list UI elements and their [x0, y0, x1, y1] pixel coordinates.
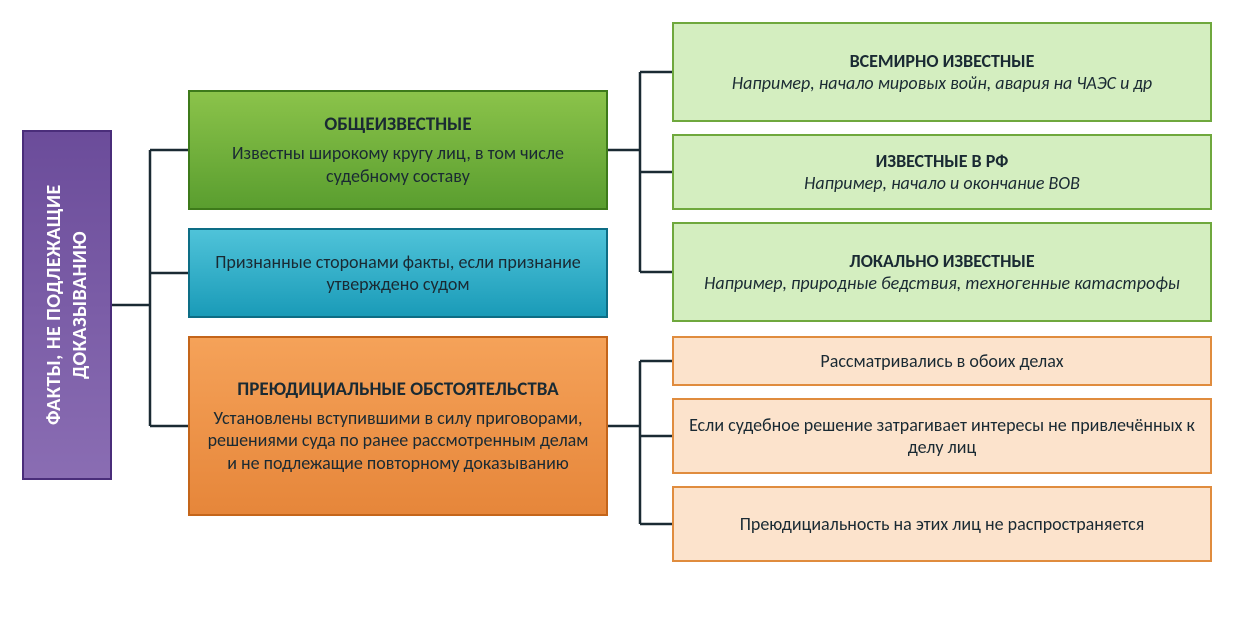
mid-title: ПРЕЮДИЦИАЛЬНЫЕ ОБСТОЯТЕЛЬСТВА	[237, 378, 558, 401]
mid-title: ОБЩЕИЗВЕСТНЫЕ	[324, 113, 471, 136]
mid-subtitle: Установлены вступившими в силу приговора…	[206, 407, 590, 475]
mid-node-prejudicial: ПРЕЮДИЦИАЛЬНЫЕ ОБСТОЯТЕЛЬСТВА Установлен…	[188, 336, 608, 516]
leaf-title: ИЗВЕСТНЫЕ В РФ	[876, 150, 1009, 173]
leaf-title: ЛОКАЛЬНО ИЗВЕСТНЫЕ	[849, 250, 1034, 273]
leaf-subtitle: Преюдициальность на этих лиц не распрост…	[740, 513, 1145, 536]
leaf-subtitle: Например, начало мировых войн, авария на…	[732, 72, 1152, 95]
leaf-node-notextend: Преюдициальность на этих лиц не распрост…	[672, 486, 1212, 562]
mid-subtitle: Признанные сторонами факты, если признан…	[206, 251, 590, 296]
mid-node-wellknown: ОБЩЕИЗВЕСТНЫЕ Известны широкому кругу ли…	[188, 90, 608, 210]
leaf-node-both: Рассматривались в обоих делах	[672, 336, 1212, 386]
leaf-node-interests: Если судебное решение затрагивает интере…	[672, 398, 1212, 474]
mid-node-admitted: Признанные сторонами факты, если признан…	[188, 228, 608, 318]
root-node: ФАКТЫ, НЕ ПОДЛЕЖАЩИЕ ДОКАЗЫВАНИЮ	[22, 130, 112, 480]
root-label: ФАКТЫ, НЕ ПОДЛЕЖАЩИЕ ДОКАЗЫВАНИЮ	[41, 142, 93, 468]
leaf-node-rf: ИЗВЕСТНЫЕ В РФ Например, начало и оконча…	[672, 134, 1212, 210]
leaf-subtitle: Если судебное решение затрагивает интере…	[688, 414, 1196, 459]
leaf-subtitle: Например, начало и окончание ВОВ	[804, 172, 1080, 195]
mid-subtitle: Известны широкому кругу лиц, в том числе…	[206, 142, 590, 187]
leaf-subtitle: Например, природные бедствия, техногенны…	[704, 272, 1180, 295]
leaf-title: ВСЕМИРНО ИЗВЕСТНЫЕ	[850, 50, 1035, 73]
leaf-node-local: ЛОКАЛЬНО ИЗВЕСТНЫЕ Например, природные б…	[672, 222, 1212, 322]
leaf-subtitle: Рассматривались в обоих делах	[820, 350, 1063, 373]
leaf-node-worldwide: ВСЕМИРНО ИЗВЕСТНЫЕ Например, начало миро…	[672, 22, 1212, 122]
